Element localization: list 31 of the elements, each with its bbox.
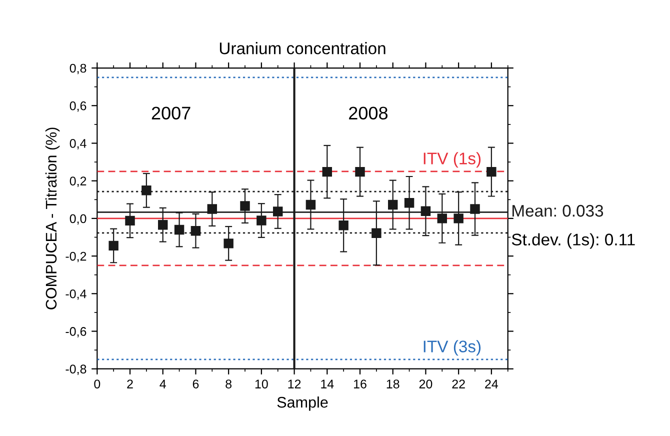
y-tick-label: 0,0 bbox=[70, 214, 86, 225]
x-tick-label: 12 bbox=[288, 380, 301, 388]
ref-line-label: ITV (3s) bbox=[424, 340, 481, 356]
y-tick-label: -0,2 bbox=[66, 252, 86, 262]
annotation: 2008 bbox=[349, 106, 388, 120]
x-tick-label: 18 bbox=[386, 380, 400, 388]
y-axis-title: COMPUCEA - Titration (%) bbox=[45, 128, 60, 310]
x-tick-label: 24 bbox=[485, 380, 498, 388]
chart-title: Uranium concentration bbox=[220, 42, 386, 54]
text: St.dev. (1s): 0.11 bbox=[512, 233, 635, 249]
ref-line-label: Mean: 0.033 bbox=[512, 204, 604, 217]
x-tick-label: 14 bbox=[321, 380, 334, 388]
x-axis-title: Sample bbox=[277, 396, 328, 411]
y-tick-label: -0,6 bbox=[66, 327, 86, 338]
y-tick-label: -0,4 bbox=[66, 289, 86, 300]
y-tick-label: 0,6 bbox=[70, 101, 86, 112]
y-tick-label: -0,8 bbox=[66, 364, 86, 375]
annotation: 2007 bbox=[152, 106, 190, 120]
x-tick-label: 20 bbox=[419, 380, 432, 388]
y-tick-label: 0,4 bbox=[70, 139, 86, 150]
x-tick-label: 6 bbox=[192, 380, 199, 388]
x-tick-label: 2 bbox=[127, 380, 133, 388]
x-tick-label: 8 bbox=[226, 380, 232, 388]
y-tick-label: 0,8 bbox=[70, 64, 86, 74]
y-tick-label: 0,2 bbox=[70, 176, 86, 187]
ref-line-label: ITV (1s) bbox=[424, 152, 481, 168]
x-tick-label: 0 bbox=[94, 380, 100, 388]
x-tick-label: 22 bbox=[452, 380, 465, 388]
x-tick-label: 16 bbox=[354, 380, 366, 388]
x-tick-label: 4 bbox=[160, 380, 166, 388]
x-tick-label: 10 bbox=[255, 380, 268, 388]
